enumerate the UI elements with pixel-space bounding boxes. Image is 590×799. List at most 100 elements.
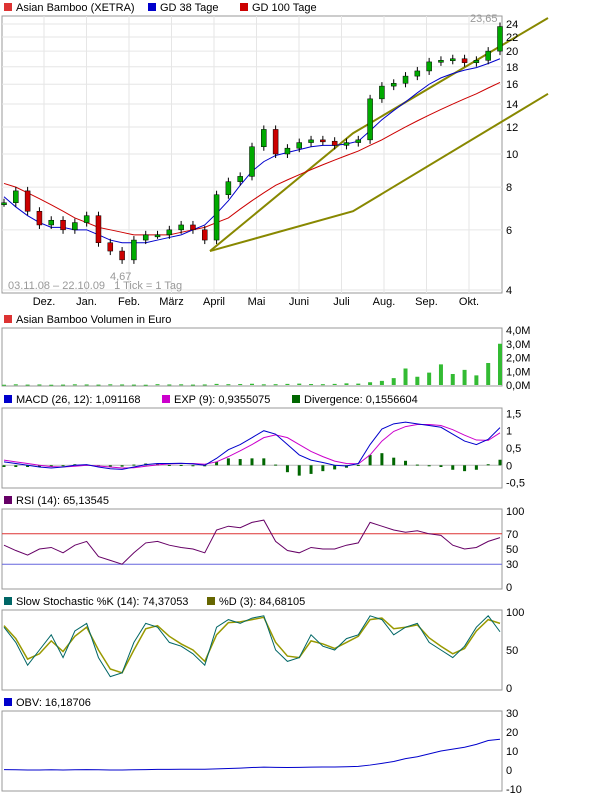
x-tick-label: Jan. bbox=[76, 296, 97, 308]
price-series bbox=[1, 17, 549, 264]
rsi-y-tick: 100 bbox=[506, 506, 524, 518]
candle-body bbox=[461, 58, 468, 63]
volume-bar bbox=[84, 384, 89, 386]
candle-body bbox=[119, 250, 125, 261]
obv-series bbox=[3, 738, 501, 771]
divergence-bar bbox=[321, 465, 325, 472]
divergence-bar bbox=[463, 465, 467, 472]
candle-body bbox=[355, 139, 362, 143]
volume-bar bbox=[403, 368, 408, 385]
volume-bar bbox=[13, 384, 18, 386]
candle-body bbox=[95, 215, 102, 243]
macd-legend-1: MACD (26, 12): 1,091168 bbox=[16, 394, 141, 406]
stochastic-y-tick: 50 bbox=[506, 645, 518, 657]
obv-y-ticks: 30 20 10 0 -10 bbox=[506, 708, 522, 796]
divergence-bar bbox=[498, 459, 502, 466]
macd-y-ticks: 1,5 1 0,5 0 -0,5 bbox=[506, 408, 525, 489]
rsi-legend: RSI (14): 65,13545 bbox=[16, 495, 109, 507]
volume-bar bbox=[61, 384, 66, 386]
candle-body bbox=[107, 242, 114, 252]
divergence-bar bbox=[215, 461, 219, 466]
rsi-y-tick: 70 bbox=[506, 529, 518, 541]
candle-body bbox=[379, 85, 385, 100]
volume-bar bbox=[261, 384, 266, 386]
macd-y-tick: 0,5 bbox=[506, 443, 521, 455]
candle-body bbox=[320, 139, 326, 143]
divergence-bar bbox=[427, 465, 431, 467]
macd-y-tick: 0 bbox=[506, 460, 512, 472]
candle-body bbox=[202, 229, 208, 241]
candle-body bbox=[485, 50, 491, 61]
divergence-bar bbox=[368, 454, 372, 466]
legend-swatch-2 bbox=[148, 3, 156, 11]
rsi-y-ticks: 100 70 50 30 0 bbox=[506, 506, 524, 594]
volume-bar bbox=[72, 384, 77, 386]
volume-title: Asian Bamboo Volumen in Euro bbox=[16, 314, 171, 326]
volume-swatch bbox=[4, 315, 12, 323]
volume-bar bbox=[202, 384, 207, 386]
x-tick-labels: Dez. Jan. Feb. März April Mai Juni Juli Aug. Sep.… bbox=[33, 296, 479, 308]
volume-panel: Asian Bamboo Volumen in Euro 4,0M 3,0M 2,0… bbox=[1, 314, 530, 392]
obv-swatch bbox=[4, 698, 12, 706]
channel-line bbox=[209, 92, 549, 253]
volume-bar bbox=[37, 384, 42, 386]
candle-body bbox=[261, 129, 267, 148]
divergence-bar bbox=[297, 465, 301, 476]
x-tick-label: Aug. bbox=[373, 296, 396, 308]
channel-line bbox=[209, 17, 549, 252]
macd-swatch-3 bbox=[292, 395, 300, 403]
price-y-tick: 14 bbox=[506, 99, 518, 111]
obv-y-tick: 30 bbox=[506, 708, 518, 720]
volume-bar bbox=[2, 384, 6, 386]
volume-y-tick: 2,0M bbox=[506, 353, 530, 365]
volume-bar bbox=[368, 382, 373, 385]
volume-bar bbox=[427, 372, 432, 385]
volume-bar bbox=[391, 378, 396, 385]
divergence-bar bbox=[250, 458, 254, 466]
legend-swatch-3 bbox=[240, 3, 248, 11]
divergence-bar bbox=[285, 465, 289, 473]
divergence-bar bbox=[167, 464, 171, 466]
candle-body bbox=[331, 140, 338, 146]
candle-body bbox=[178, 224, 184, 231]
price-y-tick: 4 bbox=[506, 285, 512, 297]
volume-bar bbox=[462, 369, 467, 385]
candle-body bbox=[249, 146, 255, 177]
candle-body bbox=[367, 98, 373, 141]
divergence-bar bbox=[191, 465, 195, 467]
divergence-bar bbox=[274, 464, 278, 466]
divergence-bar bbox=[392, 457, 396, 466]
volume-bar bbox=[498, 343, 502, 385]
x-tick-label: Sep. bbox=[415, 296, 438, 308]
candle-body bbox=[296, 142, 302, 149]
volume-bar bbox=[273, 384, 278, 386]
signal-line bbox=[3, 424, 501, 469]
last-value-label: 23,65 bbox=[470, 13, 498, 25]
macd-line bbox=[3, 421, 501, 470]
divergence-bar bbox=[333, 465, 337, 470]
volume-bar bbox=[415, 376, 420, 385]
stochastic-panel: Slow Stochastic %K (14): 74,37053 %D (3)… bbox=[1, 596, 524, 695]
macd-panel: MACD (26, 12): 1,091168 EXP (9): 0,93550… bbox=[1, 394, 525, 490]
volume-bar bbox=[226, 384, 231, 386]
x-tick-label: Dez. bbox=[33, 296, 56, 308]
divergence-bar bbox=[120, 465, 124, 467]
price-panel: Asian Bamboo (XETRA) GD 38 Tage GD 100 T… bbox=[1, 2, 549, 308]
divergence-bar bbox=[415, 464, 419, 466]
volume-bar bbox=[285, 383, 290, 385]
candle-body bbox=[473, 60, 480, 63]
divergence-bar bbox=[474, 465, 478, 470]
candle-body bbox=[166, 229, 173, 236]
legend-swatch-1 bbox=[4, 3, 12, 11]
divergence-bar bbox=[49, 465, 53, 467]
volume-y-ticks: 4,0M 3,0M 2,0M1,0M 0,0M bbox=[506, 325, 530, 392]
divergence-bar bbox=[404, 460, 408, 466]
divergence-bar bbox=[61, 465, 65, 467]
candle-body bbox=[438, 60, 444, 63]
x-tick-label: Okt. bbox=[459, 296, 479, 308]
obv-legend: OBV: 16,18706 bbox=[16, 697, 91, 709]
price-y-tick: 8 bbox=[506, 182, 512, 194]
candle-body bbox=[131, 239, 137, 261]
